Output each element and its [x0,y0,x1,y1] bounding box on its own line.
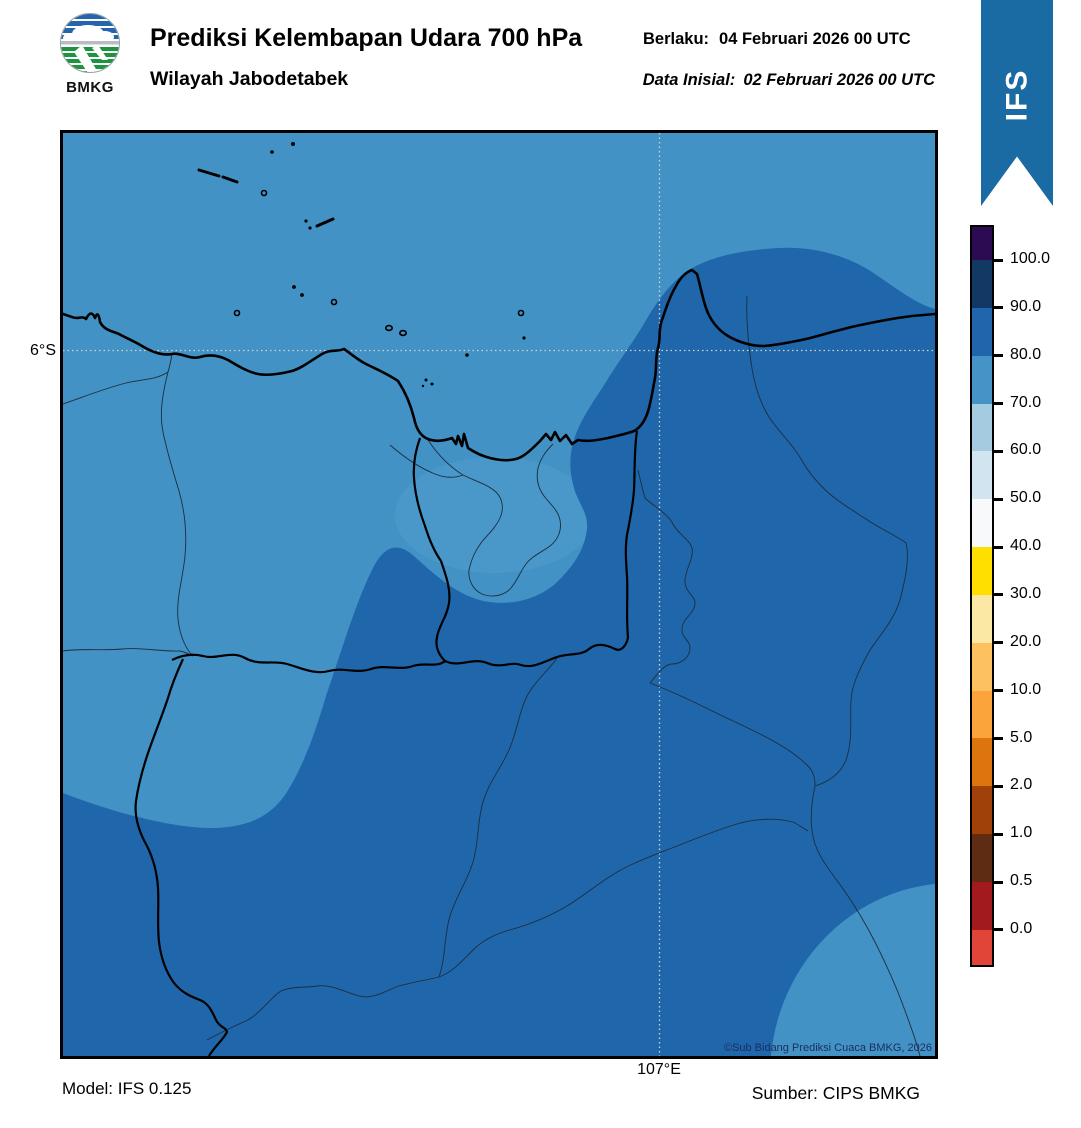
islands [270,142,526,388]
colorbar-tick-mark [994,497,1003,501]
colorbar-tick-mark [994,258,1003,262]
colorbar-tick-label: 50.0 [1010,489,1042,507]
model-ribbon-label: IFS [999,68,1033,122]
colorbar-segment [972,786,992,835]
coastline [63,268,935,462]
map-panel: ©Sub Bidang Prediksi Cuaca BMKG, 2026 [60,130,938,1059]
humidity-colorbar: 100.0 90.0 80.0 70.0 60.0 50.0 40.0 30.0 20.0 10.… [970,225,1080,985]
map-copyright: ©Sub Bidang Prediksi Cuaca BMKG, 2026 [723,1042,932,1054]
colorbar-tick-mark [994,641,1003,645]
bmkg-logo: BMKG [55,12,125,96]
humidity-fill-80-90 [63,247,935,1056]
colorbar-segment [972,642,992,691]
province-boundaries [134,430,639,1056]
initial-data-value: 02 Februari 2026 00 UTC [743,71,935,89]
colorbar-tick-label: 0.5 [1010,872,1033,890]
colorbar-segment [972,834,992,882]
colorbar-segment [972,451,992,500]
colorbar-segment [972,403,992,452]
model-info-label: Model: IFS 0.125 [62,1079,192,1098]
island-slivers [197,168,335,228]
colorbar-tick-label: 2.0 [1010,776,1033,794]
colorbar-tick-label: 0.0 [1010,919,1033,937]
colorbar-tick-label: 40.0 [1010,537,1042,555]
source-info-label: Sumber: CIPS BMKG [751,1083,920,1103]
island-rings [233,189,525,337]
colorbar-tick-mark [994,784,1003,788]
lon-tick-label: 107°E [637,1061,681,1078]
colorbar-tick-mark [994,880,1003,884]
colorbar-tick-label: 80.0 [1010,345,1042,363]
colorbar-segments [970,225,994,967]
colorbar-tick-mark [994,545,1003,549]
colorbar-tick-mark [994,928,1003,932]
initial-data-line: Data Inisial: 02 Februari 2026 00 UTC [643,71,935,90]
colorbar-tick-label: 90.0 [1010,297,1042,315]
valid-time-value: 04 Februari 2026 00 UTC [719,30,911,48]
colorbar-tick-label: 10.0 [1010,680,1042,698]
colorbar-tick-mark [994,593,1003,597]
map-canvas [63,133,935,1056]
colorbar-tick-label: 70.0 [1010,393,1042,411]
regency-boundaries [63,295,921,1056]
colorbar-segment [972,547,992,595]
colorbar-tick-mark [994,354,1003,358]
colorbar-tick-mark [994,689,1003,693]
colorbar-segment [972,260,992,308]
colorbar-tick-mark [994,737,1003,741]
colorbar-segment [972,594,992,643]
humidity-corner-70-80 [770,883,935,1056]
colorbar-segment [972,227,992,260]
colorbar-segment [972,355,992,404]
colorbar-tick-label: 60.0 [1010,441,1042,459]
colorbar-tick-mark [994,402,1003,406]
colorbar-segment [972,499,992,548]
colorbar-tick-label: 30.0 [1010,584,1042,602]
model-ribbon: IFS [981,0,1053,206]
colorbar-segment [972,738,992,787]
colorbar-segment [972,690,992,739]
valid-time-line: Berlaku: 04 Februari 2026 00 UTC [643,30,911,49]
initial-data-label: Data Inisial: [642,71,736,89]
lat-tick-label: 6°S [30,342,56,359]
bmkg-logo-icon [60,13,120,73]
page-title: Prediksi Kelembapan Udara 700 hPa [150,24,583,52]
colorbar-tick-mark [994,449,1003,453]
colorbar-tick-mark [994,306,1003,310]
colorbar-tick-label: 1.0 [1010,824,1033,842]
colorbar-tick-mark [994,832,1003,836]
colorbar-tick-label: 100.0 [1010,250,1051,267]
colorbar-segment [972,929,992,965]
valid-time-label: Berlaku: [643,30,710,48]
colorbar-tick-label: 5.0 [1010,728,1033,746]
colorbar-tick-label: 20.0 [1010,632,1042,650]
colorbar-segment [972,307,992,356]
bmkg-logo-label: BMKG [66,79,114,96]
colorbar-segment [972,881,992,930]
page-subtitle: Wilayah Jabodetabek [150,68,349,90]
humidity-patch-center [395,457,595,573]
